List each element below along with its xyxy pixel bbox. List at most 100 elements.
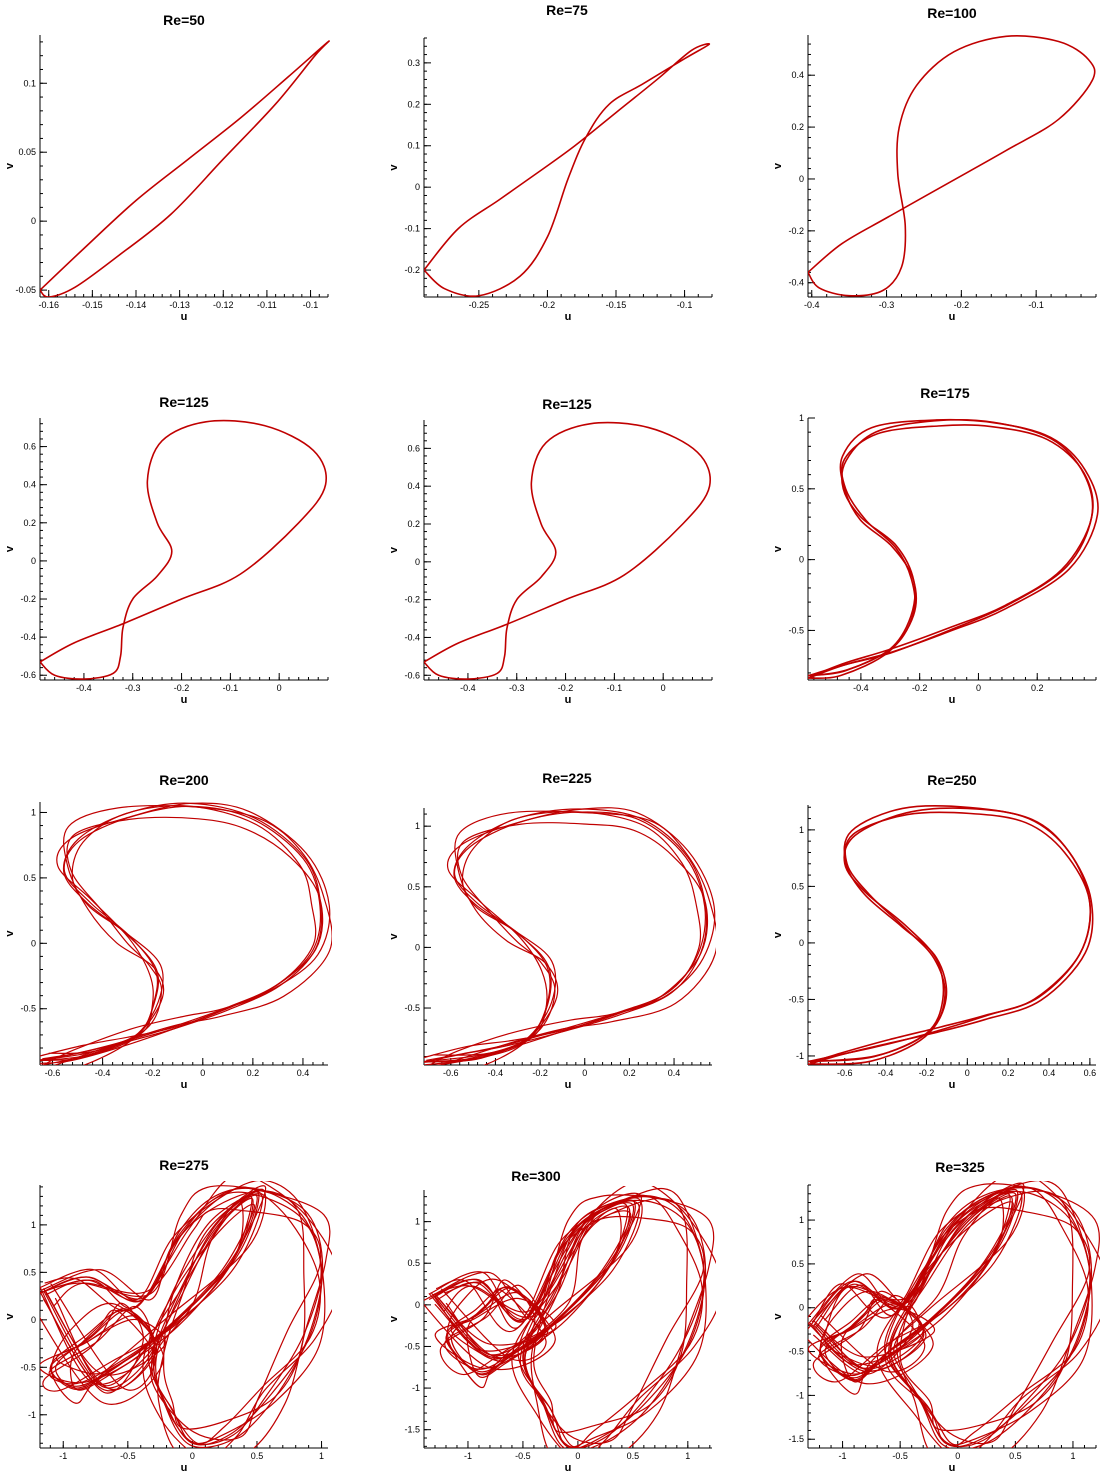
y-tick-label: -0.5 [788,994,804,1004]
x-tick-label: -1 [59,1451,67,1461]
phase-plot-9: Re=250 -0.6 -0.4 -0.2 0 0.2 0.4 0.6 -1 -0.5 0 0.5 1 u… [772,772,1096,1091]
y-tick-label: 0 [31,938,36,948]
trajectory-line [42,1181,332,1448]
x-tick-label: -0.12 [213,300,234,310]
plot-title: Re=175 [920,385,970,401]
y-tick-label: -0.5 [404,1003,420,1013]
phase-plot-8: Re=225 -0.6 -0.4 -0.2 0 0.2 0.4 -0.5 0 0.5 1 u v [388,770,716,1091]
x-tick-label: 0.4 [1043,1068,1056,1078]
x-axis-label: u [565,311,572,323]
y-axis-label: v [772,545,784,552]
y-tick-label: -0.2 [20,594,36,604]
x-tick-label: 0 [582,1068,587,1078]
y-tick-label: 0.2 [407,519,420,529]
y-tick-label: 0.5 [791,881,804,891]
y-tick-label: -1 [796,1051,804,1061]
x-axis-label: u [949,694,956,706]
plot-title: Re=125 [159,394,209,410]
x-tick-label: 0.6 [1084,1068,1097,1078]
y-axis-label: v [4,162,16,169]
y-tick-label: 0 [799,938,804,948]
plot-title: Re=100 [927,5,977,21]
y-tick-label: 0.6 [407,443,420,453]
x-tick-label: 0 [277,683,282,693]
x-tick-label: 0.2 [1031,683,1044,693]
y-tick-label: 0.6 [23,442,36,452]
trajectory-line [425,822,709,1065]
x-tick-label: -0.2 [532,1068,548,1078]
y-tick-label: 1 [799,825,804,835]
x-tick-label: -0.15 [606,300,627,310]
trajectory-line [40,419,327,680]
trajectory-line [808,1183,1100,1448]
x-tick-label: -0.5 [120,1451,136,1461]
x-tick-label: -0.2 [558,683,574,693]
x-tick-label: 1 [319,1451,324,1461]
phase-plot-7: Re=200 -0.6 -0.4 -0.2 0 0.2 0.4 -0.5 0 0.5 1 u v [4,772,332,1091]
y-tick-label: 0.1 [23,78,36,88]
trajectory-line [811,1190,1074,1432]
x-tick-label: -0.16 [38,300,59,310]
y-axis-label: v [388,1315,400,1322]
y-tick-label: -1.5 [788,1434,804,1444]
trajectory-line [424,811,706,1062]
x-tick-label: 0 [661,683,666,693]
x-tick-label: 0 [965,1068,970,1078]
x-tick-label: -0.5 [515,1451,531,1461]
x-tick-label: 0.2 [623,1068,636,1078]
y-tick-label: 0.1 [407,141,420,151]
x-axis-label: u [565,694,572,706]
x-tick-label: 1 [685,1451,690,1461]
y-tick-label: -0.4 [788,278,804,288]
trajectory-line [424,1194,715,1448]
x-axis-label: u [181,694,188,706]
trajectory-line [808,811,1092,1064]
x-axis-label: u [181,311,188,323]
trajectory-line [812,1181,1100,1448]
y-tick-label: 0.4 [791,70,804,80]
x-tick-label: -0.1 [607,683,623,693]
trajectory-line [50,1199,322,1441]
x-tick-label: -0.4 [95,1068,111,1078]
phase-plot-5: Re=125 -0.4 -0.3 -0.2 -0.1 0 -0.6 -0.4 -0.2 0 0.2 0… [388,396,713,706]
plot-title: Re=225 [542,770,592,786]
phase-plot-6: Re=175 -0.4 -0.2 0 0.2 -0.5 0 0.5 1 u v [772,385,1099,706]
trajectory-line [808,1187,1093,1448]
y-tick-label: 0.5 [407,1258,420,1268]
x-tick-label: 0 [190,1451,195,1461]
y-axis-label: v [4,930,16,937]
x-tick-label: -0.6 [837,1068,853,1078]
plot-title: Re=275 [159,1157,209,1173]
y-tick-label: -0.5 [20,1004,36,1014]
y-tick-label: 0.3 [407,58,420,68]
x-tick-label: -0.2 [540,300,556,310]
y-axis-label: v [4,1313,16,1320]
x-tick-label: -0.4 [460,683,476,693]
x-tick-label: -0.4 [853,683,869,693]
y-tick-label: 0.2 [407,99,420,109]
plot-title: Re=250 [927,772,977,788]
trajectory-line [808,418,1094,677]
phase-plot-11: Re=300 -1 -0.5 0 0.5 1 -1.5 -1 -0.5 0 0.5 1 u v [388,1168,716,1474]
x-tick-label: -0.4 [76,683,92,693]
trajectory-line [434,1195,705,1448]
y-tick-label: 0.2 [791,122,804,132]
x-tick-label: 0.5 [627,1451,640,1461]
phase-plot-1: Re=50 -0.16 -0.15 -0.14 -0.13 -0.12 -0.11 -0.1 -… [4,12,330,323]
y-tick-label: 0 [799,1303,804,1313]
y-tick-label: -0.5 [788,1347,804,1357]
x-tick-label: -0.1 [303,300,319,310]
x-tick-label: 0 [575,1451,580,1461]
plot-title: Re=50 [163,12,205,28]
x-tick-label: -1 [464,1451,472,1461]
y-tick-label: -0.05 [15,285,36,295]
y-tick-label: -1 [412,1383,420,1393]
y-tick-label: 0.5 [791,1259,804,1269]
y-tick-label: 0 [415,1300,420,1310]
x-axis-label: u [949,1462,956,1474]
y-axis-label: v [388,164,400,171]
trajectory-line [808,35,1096,297]
x-tick-label: 0.4 [297,1068,310,1078]
